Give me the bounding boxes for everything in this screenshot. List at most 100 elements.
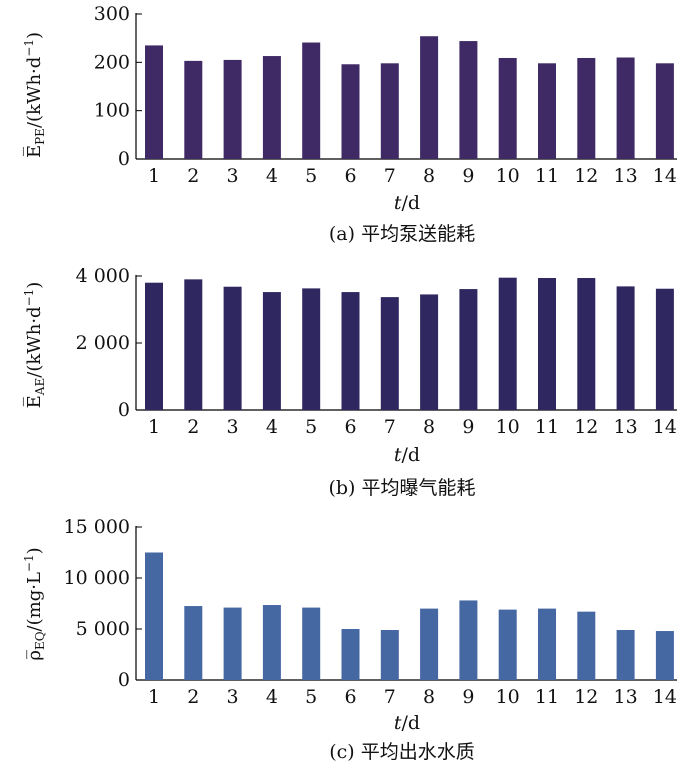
bar — [459, 41, 478, 159]
x-tick-label: 2 — [187, 686, 199, 708]
x-tick-label: 6 — [344, 686, 356, 708]
bar — [577, 57, 596, 159]
bar — [616, 286, 635, 410]
x-tick-label: 2 — [187, 165, 199, 187]
bar — [223, 607, 242, 680]
bar — [262, 56, 281, 159]
bar — [223, 59, 242, 159]
x-tick-label: 3 — [227, 416, 239, 438]
ylabel-b: E̅AE/(kWh·d−1) — [22, 282, 47, 409]
x-tick-label: 6 — [344, 416, 356, 438]
x-tick-label: 7 — [384, 416, 396, 438]
bar — [223, 286, 242, 410]
bar — [420, 294, 439, 410]
bar — [577, 278, 596, 410]
bar — [420, 608, 439, 680]
bar — [380, 630, 399, 680]
bar — [184, 606, 203, 680]
xlabel-c: t/d — [394, 712, 420, 734]
x-tick-label: 13 — [614, 686, 638, 708]
bars-a — [145, 36, 674, 160]
x-tick-label: 11 — [535, 686, 559, 708]
bar — [498, 609, 517, 680]
bar — [380, 297, 399, 410]
x-tick-label: 14 — [653, 686, 677, 708]
bar — [498, 277, 517, 410]
x-tick-label: 10 — [496, 165, 520, 187]
x-tick-label: 7 — [384, 165, 396, 187]
caption-b: (b) 平均曝气能耗 — [328, 477, 475, 499]
y-tick-label: 0 — [118, 399, 130, 421]
bar — [459, 600, 478, 680]
bar — [341, 64, 360, 159]
y-tick-label: 4 000 — [76, 265, 130, 287]
x-tick-label: 11 — [535, 165, 559, 187]
y-tick-label: 0 — [118, 669, 130, 691]
bar — [145, 282, 163, 410]
bar — [145, 552, 163, 680]
bar — [302, 288, 321, 410]
bar — [262, 292, 281, 410]
x-tick-label: 10 — [496, 686, 520, 708]
x-tick-label: 10 — [496, 416, 520, 438]
bar — [184, 60, 203, 160]
bar — [538, 608, 556, 680]
x-tick-label: 4 — [266, 165, 278, 187]
bar — [655, 288, 674, 410]
bar — [380, 63, 399, 159]
x-tick-label: 13 — [614, 416, 638, 438]
x-tick-label: 1 — [148, 686, 160, 708]
y-tick-label: 10 000 — [64, 567, 130, 589]
x-tick-label: 12 — [574, 416, 598, 438]
x-tick-label: 14 — [653, 416, 677, 438]
bar — [655, 63, 674, 159]
caption-a: (a) 平均泵送能耗 — [329, 223, 475, 245]
bar — [420, 36, 439, 159]
bar — [616, 57, 635, 159]
bar — [302, 607, 321, 680]
x-tick-label: 4 — [266, 686, 278, 708]
bar — [302, 42, 321, 160]
ylabel-a: E̅PE/(kWh·d−1) — [22, 32, 47, 158]
y-tick-label: 15 000 — [64, 516, 130, 538]
x-tick-label: 12 — [574, 165, 598, 187]
y-tick-label: 0 — [118, 148, 130, 170]
bar — [538, 63, 556, 159]
x-tick-label: 6 — [344, 165, 356, 187]
bar — [459, 289, 478, 410]
bar — [538, 278, 556, 410]
x-tick-label: 3 — [227, 686, 239, 708]
x-tick-label: 1 — [148, 416, 160, 438]
x-tick-label: 9 — [462, 165, 474, 187]
x-tick-label: 8 — [423, 165, 435, 187]
bar — [577, 611, 596, 680]
y-tick-label: 300 — [94, 3, 130, 25]
x-tick-label: 14 — [653, 165, 677, 187]
bars-b — [145, 277, 674, 410]
bar — [616, 630, 635, 680]
bar — [262, 605, 281, 680]
xlabel-a: t/d — [394, 192, 420, 214]
y-tick-label: 100 — [94, 100, 130, 122]
bar — [341, 629, 360, 680]
bar — [655, 631, 674, 680]
x-tick-label: 4 — [266, 416, 278, 438]
x-tick-label: 8 — [423, 416, 435, 438]
bar — [145, 45, 163, 159]
bar — [498, 57, 517, 159]
x-tick-label: 7 — [384, 686, 396, 708]
bar — [184, 279, 203, 410]
x-tick-label: 9 — [462, 686, 474, 708]
x-tick-label: 13 — [614, 165, 638, 187]
x-tick-label: 5 — [305, 686, 317, 708]
bar — [341, 292, 360, 410]
x-tick-label: 11 — [535, 416, 559, 438]
y-tick-label: 200 — [94, 51, 130, 73]
